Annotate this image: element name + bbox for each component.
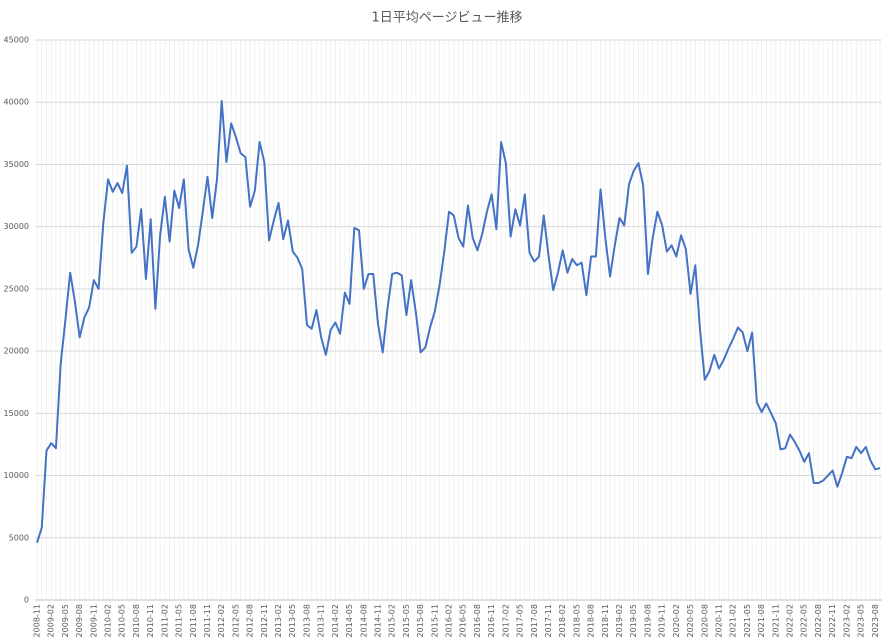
x-tick-label: 2022-11 [828,604,837,637]
x-tick-label: 2019-08 [643,604,652,637]
x-tick-label: 2016-08 [473,604,482,637]
x-tick-label: 2009-08 [75,604,84,637]
y-tick-label: 5000 [9,533,29,542]
x-tick-label: 2011-08 [189,604,198,637]
x-tick-label: 2018-08 [587,604,596,637]
y-tick-label: 0 [24,596,29,605]
x-tick-label: 2013-02 [274,604,283,637]
x-tick-label: 2012-08 [246,604,255,637]
x-tick-label: 2010-08 [132,604,141,637]
x-tick-label: 2022-02 [786,604,795,637]
x-tick-label: 2015-02 [388,604,397,637]
x-tick-label: 2021-11 [771,604,780,637]
x-tick-label: 2022-05 [800,604,809,637]
x-tick-label: 2010-02 [104,604,113,637]
x-tick-label: 2009-05 [61,604,70,637]
x-tick-label: 2016-02 [445,604,454,637]
x-tick-label: 2021-02 [729,604,738,637]
x-tick-label: 2009-11 [89,604,98,637]
y-tick-label: 35000 [4,160,29,169]
x-tick-label: 2012-05 [231,604,240,637]
x-tick-label: 2019-02 [615,604,624,637]
x-tick-label: 2010-05 [118,604,127,637]
x-tick-label: 2010-11 [146,604,155,637]
x-tick-label: 2014-05 [345,604,354,637]
x-tick-label: 2017-02 [501,604,510,637]
x-tick-label: 2009-02 [47,604,56,637]
x-tick-label: 2019-11 [658,604,667,637]
x-tick-label: 2014-08 [359,604,368,637]
x-tick-label: 2021-05 [743,604,752,637]
x-tick-label: 2020-05 [686,604,695,637]
x-tick-label: 2013-08 [302,604,311,637]
x-tick-label: 2017-05 [516,604,525,637]
chart-title: 1日平均ページビュー推移 [371,11,522,26]
x-tick-label: 2014-11 [373,604,382,637]
x-tick-label: 2021-08 [757,604,766,637]
x-tick-label: 2017-08 [530,604,539,637]
x-tick-label: 2020-02 [672,604,681,637]
x-tick-label: 2022-08 [814,604,823,637]
x-tick-label: 2015-05 [402,604,411,637]
line-series [36,99,881,544]
x-tick-label: 2013-05 [288,604,297,637]
x-tick-label: 2015-11 [430,604,439,637]
x-tick-label: 2018-02 [558,604,567,637]
x-tick-label: 2011-05 [175,604,184,637]
x-tick-label: 2018-05 [572,604,581,637]
x-tick-label: 2017-11 [544,604,553,637]
x-tick-label: 2023-02 [842,604,851,637]
x-tick-label: 2011-11 [203,604,212,637]
y-tick-label: 40000 [4,98,29,107]
x-tick-label: 2008-11 [33,604,42,637]
x-tick-label: 2023-05 [857,604,866,637]
x-tick-label: 2016-11 [487,604,496,637]
x-tick-label: 2018-11 [601,604,610,637]
y-tick-label: 25000 [4,284,29,293]
y-tick-label: 20000 [4,347,29,356]
x-tick-label: 2013-11 [317,604,326,637]
x-tick-label: 2014-02 [331,604,340,637]
x-tick-label: 2023-08 [871,604,880,637]
x-tick-label: 2012-02 [217,604,226,637]
x-tick-label: 2020-08 [700,604,709,637]
x-tick-label: 2015-08 [416,604,425,637]
x-tick-label: 2011-02 [160,604,169,637]
y-tick-label: 15000 [4,409,29,418]
x-tick-label: 2019-05 [629,604,638,637]
x-tick-label: 2016-05 [459,604,468,637]
y-tick-label: 45000 [4,36,29,45]
x-tick-label: 2020-11 [714,604,723,637]
y-tick-label: 30000 [4,222,29,231]
y-tick-label: 10000 [4,471,29,480]
x-tick-label: 2012-11 [260,604,269,637]
